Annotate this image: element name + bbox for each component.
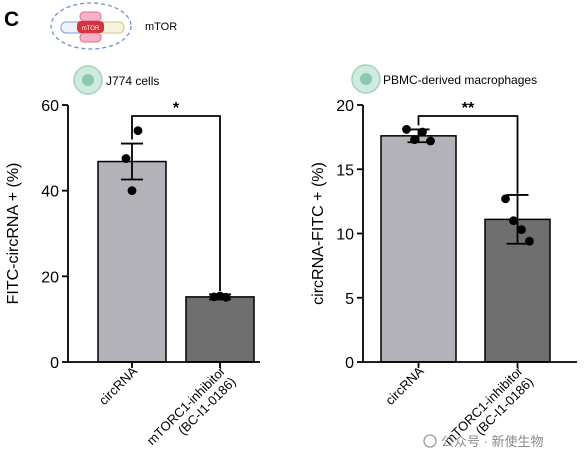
significance-label: * [173,100,180,117]
significance-bracket [417,115,519,194]
y-tick-label: 60 [41,98,59,115]
significance-label: ** [462,100,475,117]
x-category-label-line: circRNA [96,363,141,408]
watermark-text: 公众号 · 新使生物 [441,434,544,449]
y-tick-label: 0 [345,355,354,372]
y-axis-title: FITC-circRNA + (%) [5,163,22,305]
watermark: 公众号 · 新使生物 [423,434,544,449]
y-tick-label: 15 [336,162,354,179]
data-point [133,126,143,136]
bar [185,296,255,363]
data-point [402,125,411,134]
significance-bracket [131,115,221,292]
chart-j774: J774 cells 0 20 40 60 FITC-circRNA + (%) circR… [5,65,260,459]
y-tick-label: 20 [41,269,59,286]
data-point [418,127,427,137]
data-point [410,135,419,145]
chart-pbmc: PBMC-derived macrophages 0 5 10 15 20 circRNA-… [310,64,577,448]
wechat-icon [423,434,437,448]
data-point [501,194,510,204]
bar [380,135,457,363]
data-point [121,154,131,163]
data-point [426,136,435,146]
y-tick-label: 0 [50,355,59,372]
mtor-complex-icon: mTOR [50,2,132,50]
panel-letter: C [4,8,19,31]
x-category-label: mTORC1-inhibitor(BC-I1-0186) [144,363,240,459]
data-point [127,186,137,196]
data-point [517,225,526,235]
icon-inner-label: mTOR [82,26,100,32]
x-category-label: circRNA [96,363,141,408]
y-axis-title: circRNA-FITC + (%) [310,162,327,305]
cell-nucleus-icon [82,74,94,86]
cell-nucleus-icon [360,73,372,85]
x-category-label-line: circRNA [382,363,427,408]
y-tick-label: 10 [336,227,354,244]
data-point [221,292,231,302]
y-tick-label: 40 [41,184,59,201]
mtor-label: mTOR [145,21,177,33]
data-point [509,216,518,226]
data-point [525,236,534,246]
y-tick-label: 20 [336,98,354,115]
x-category-label: circRNA [382,363,427,408]
cell-label: J774 cells [106,74,159,88]
cell-label: PBMC-derived macrophages [383,73,537,87]
y-tick-label: 5 [345,291,354,308]
